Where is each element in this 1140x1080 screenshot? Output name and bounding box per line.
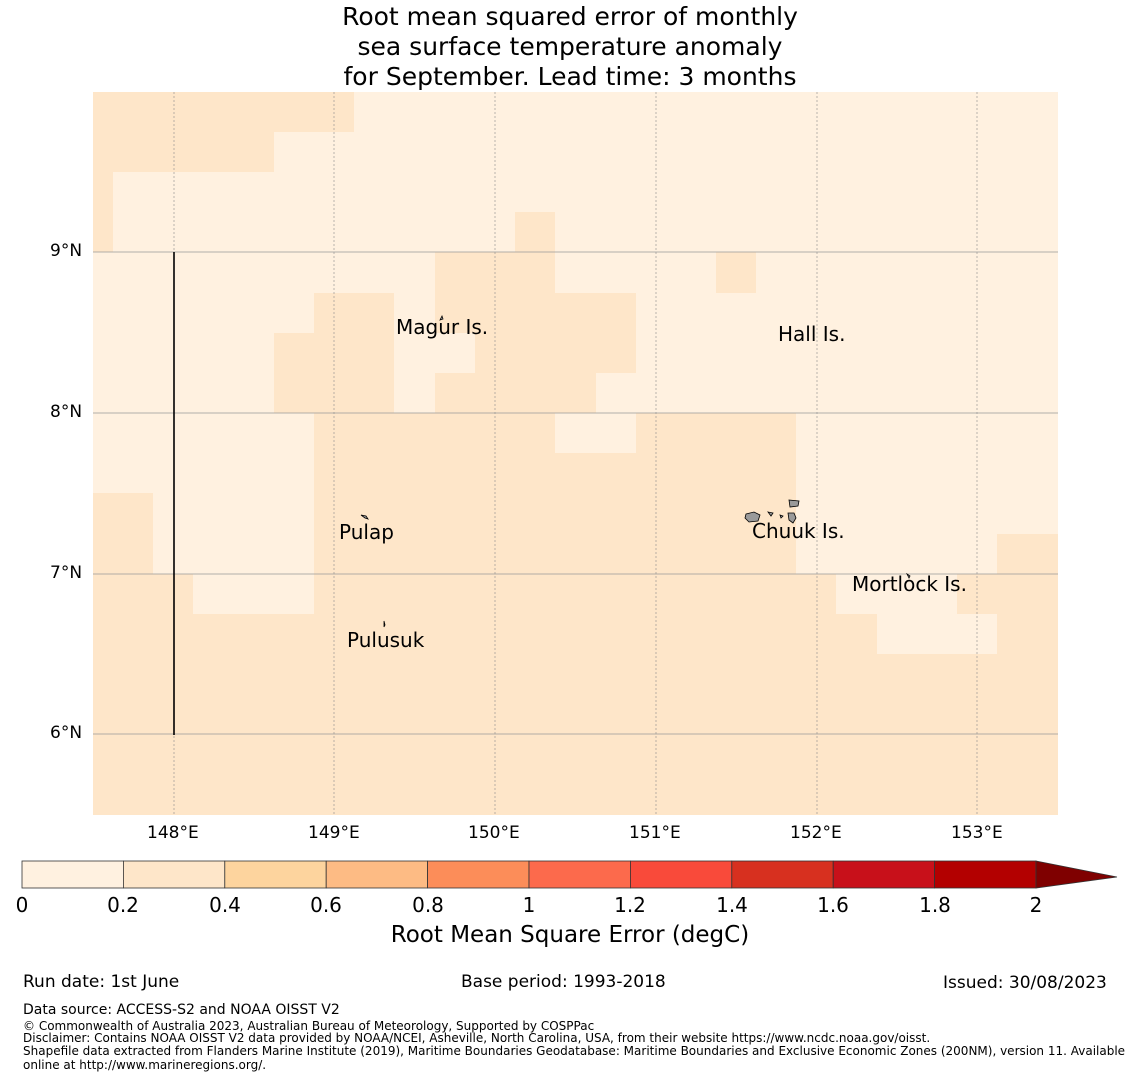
disclaimer: Disclaimer: Contains NOAA OISST V2 data …	[23, 1031, 931, 1045]
colorbar-bin	[934, 860, 1037, 889]
place-label-magur: Magur Is.	[396, 315, 489, 339]
colorbar-tick: 1.8	[919, 893, 951, 917]
rmse-cell-region	[716, 252, 756, 293]
colorbar-tick: 2	[1029, 893, 1043, 917]
colorbar-tick: 1	[522, 893, 536, 917]
chuuk-island-shape	[767, 511, 774, 517]
issued-date: Issued: 30/08/2023	[943, 973, 1107, 993]
lon-label-152e: 152°E	[790, 823, 842, 843]
chuuk-island-shape	[744, 511, 761, 523]
latitude-lines	[93, 251, 1058, 735]
base-period: Base period: 1993-2018	[461, 972, 666, 992]
chuuk-island-shape	[787, 512, 797, 524]
shapefile-credit: Shapefile data extracted from Flanders M…	[23, 1044, 1126, 1058]
chuuk-island-shape	[788, 499, 800, 508]
colorbar-bin	[123, 860, 226, 889]
lon-label-153e: 153°E	[951, 823, 1003, 843]
colorbar-bin	[832, 860, 936, 889]
rmse-cell-region	[93, 92, 354, 252]
lon-label-149e: 149°E	[308, 823, 360, 843]
colorbar-bin	[21, 860, 124, 889]
island-shapes	[360, 314, 911, 628]
lat-label-7n: 7°N	[50, 563, 83, 583]
colorbar-tick: 1.4	[716, 893, 748, 917]
lat-label-9n: 9°N	[50, 241, 83, 261]
colorbar-label: Root Mean Square Error (degC)	[390, 922, 750, 948]
place-label-hall: Hall Is.	[778, 322, 846, 346]
place-label-chuuk: Chuuk Is.	[752, 519, 845, 543]
colorbar-tick: 0.6	[310, 893, 342, 917]
colorbar-bin	[427, 860, 530, 889]
place-label-mortlock: Mortlock Is.	[852, 572, 967, 596]
colorbar-extend-arrow	[1035, 860, 1118, 889]
colorbar-bin	[224, 860, 327, 889]
colorbar-tick: 1.6	[817, 893, 849, 917]
copyright-notice: © Commonwealth of Australia 2023, Austra…	[23, 1019, 595, 1033]
pulap-island-shape	[360, 514, 369, 520]
map-title: Root mean squared error of monthly sea s…	[0, 2, 1140, 92]
colorbar	[21, 860, 1118, 889]
pulusuk-island-shape	[383, 620, 386, 628]
chuuk-island-shape	[779, 514, 784, 519]
colorbar-bin	[630, 860, 733, 889]
colorbar-tick: 0.2	[107, 893, 139, 917]
colorbar-bin	[325, 860, 429, 889]
mortlock-island-shape	[905, 572, 911, 579]
colorbar-tick: 0.8	[412, 893, 444, 917]
data-source: Data source: ACCESS-S2 and NOAA OISST V2	[23, 1002, 340, 1018]
title-line-3: for September. Lead time: 3 months	[343, 62, 797, 91]
colorbar-tick: 1.2	[614, 893, 646, 917]
shapefile-credit-url: online at http://www.marineregions.org/.	[23, 1058, 267, 1072]
lon-label-150e: 150°E	[468, 823, 520, 843]
lat-label-6n: 6°N	[50, 723, 83, 743]
run-date: Run date: 1st June	[23, 972, 180, 992]
title-line-2: sea surface temperature anomaly	[357, 32, 783, 61]
lon-label-148e: 148°E	[147, 823, 199, 843]
colorbar-bin	[528, 860, 631, 889]
title-line-1: Root mean squared error of monthly	[342, 2, 798, 31]
place-label-pulap: Pulap	[339, 520, 394, 544]
place-label-pulusuk: Pulusuk	[347, 628, 425, 652]
colorbar-tick: 0	[15, 893, 29, 917]
magur-island-shape	[439, 314, 444, 321]
rmse-grid	[93, 92, 1058, 815]
lat-label-8n: 8°N	[50, 402, 83, 422]
lon-label-151e: 151°E	[629, 823, 681, 843]
colorbar-tick: 0.4	[209, 893, 241, 917]
colorbar-bin	[731, 860, 834, 889]
